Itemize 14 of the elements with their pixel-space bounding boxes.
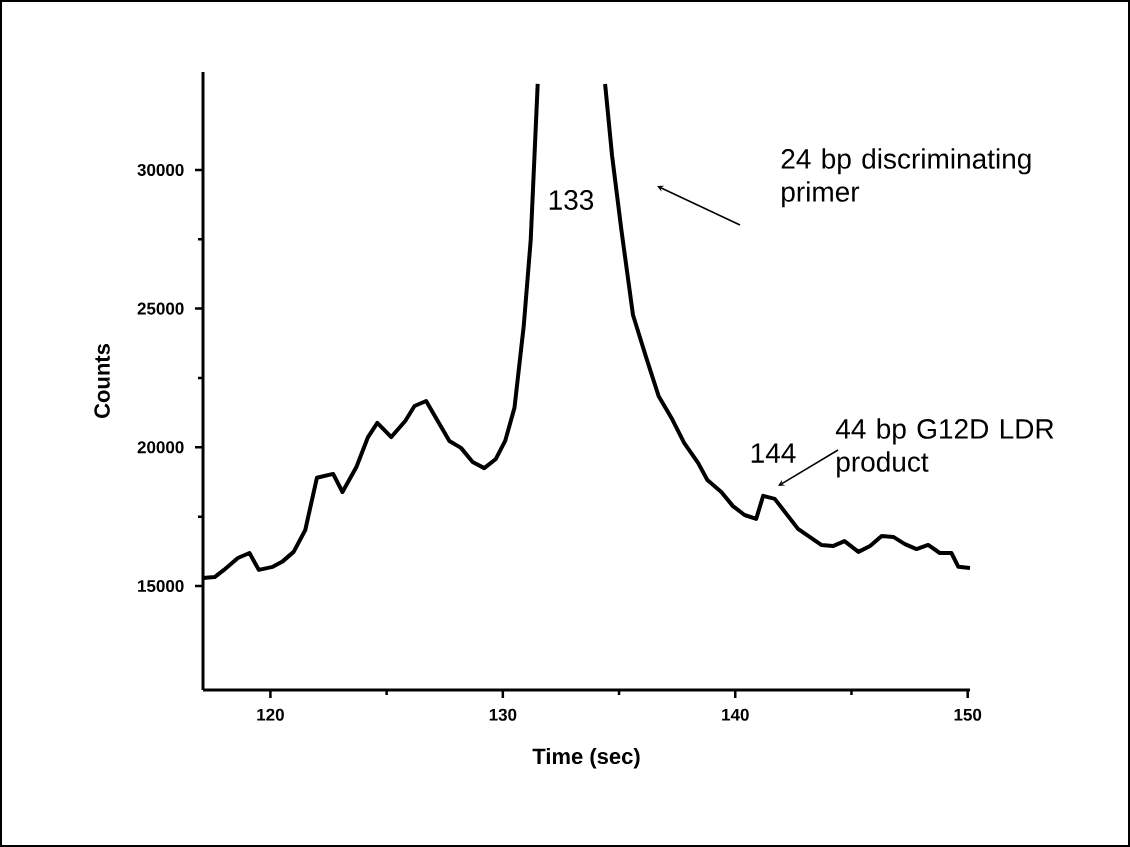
y-tick-label: 20000 [137, 441, 184, 454]
x-tick-label: 130 [489, 708, 517, 721]
annotation: 44 bp G12D LDR product [835, 418, 1054, 478]
y-axis-title: Counts [94, 344, 110, 418]
annotation: 144 [751, 443, 796, 463]
y-tick-label: 30000 [137, 163, 184, 176]
x-axis-title: Time (sec) [532, 747, 640, 769]
annotation: 133 [549, 190, 594, 210]
x-tick-label: 120 [257, 708, 284, 721]
x-tick-label: 140 [722, 708, 749, 721]
y-tick-label: 15000 [138, 579, 184, 593]
x-tick-label: 150 [954, 708, 982, 721]
annotation: 24 bp discriminating primer [781, 148, 1031, 208]
y-tick-label: 25000 [137, 302, 184, 315]
